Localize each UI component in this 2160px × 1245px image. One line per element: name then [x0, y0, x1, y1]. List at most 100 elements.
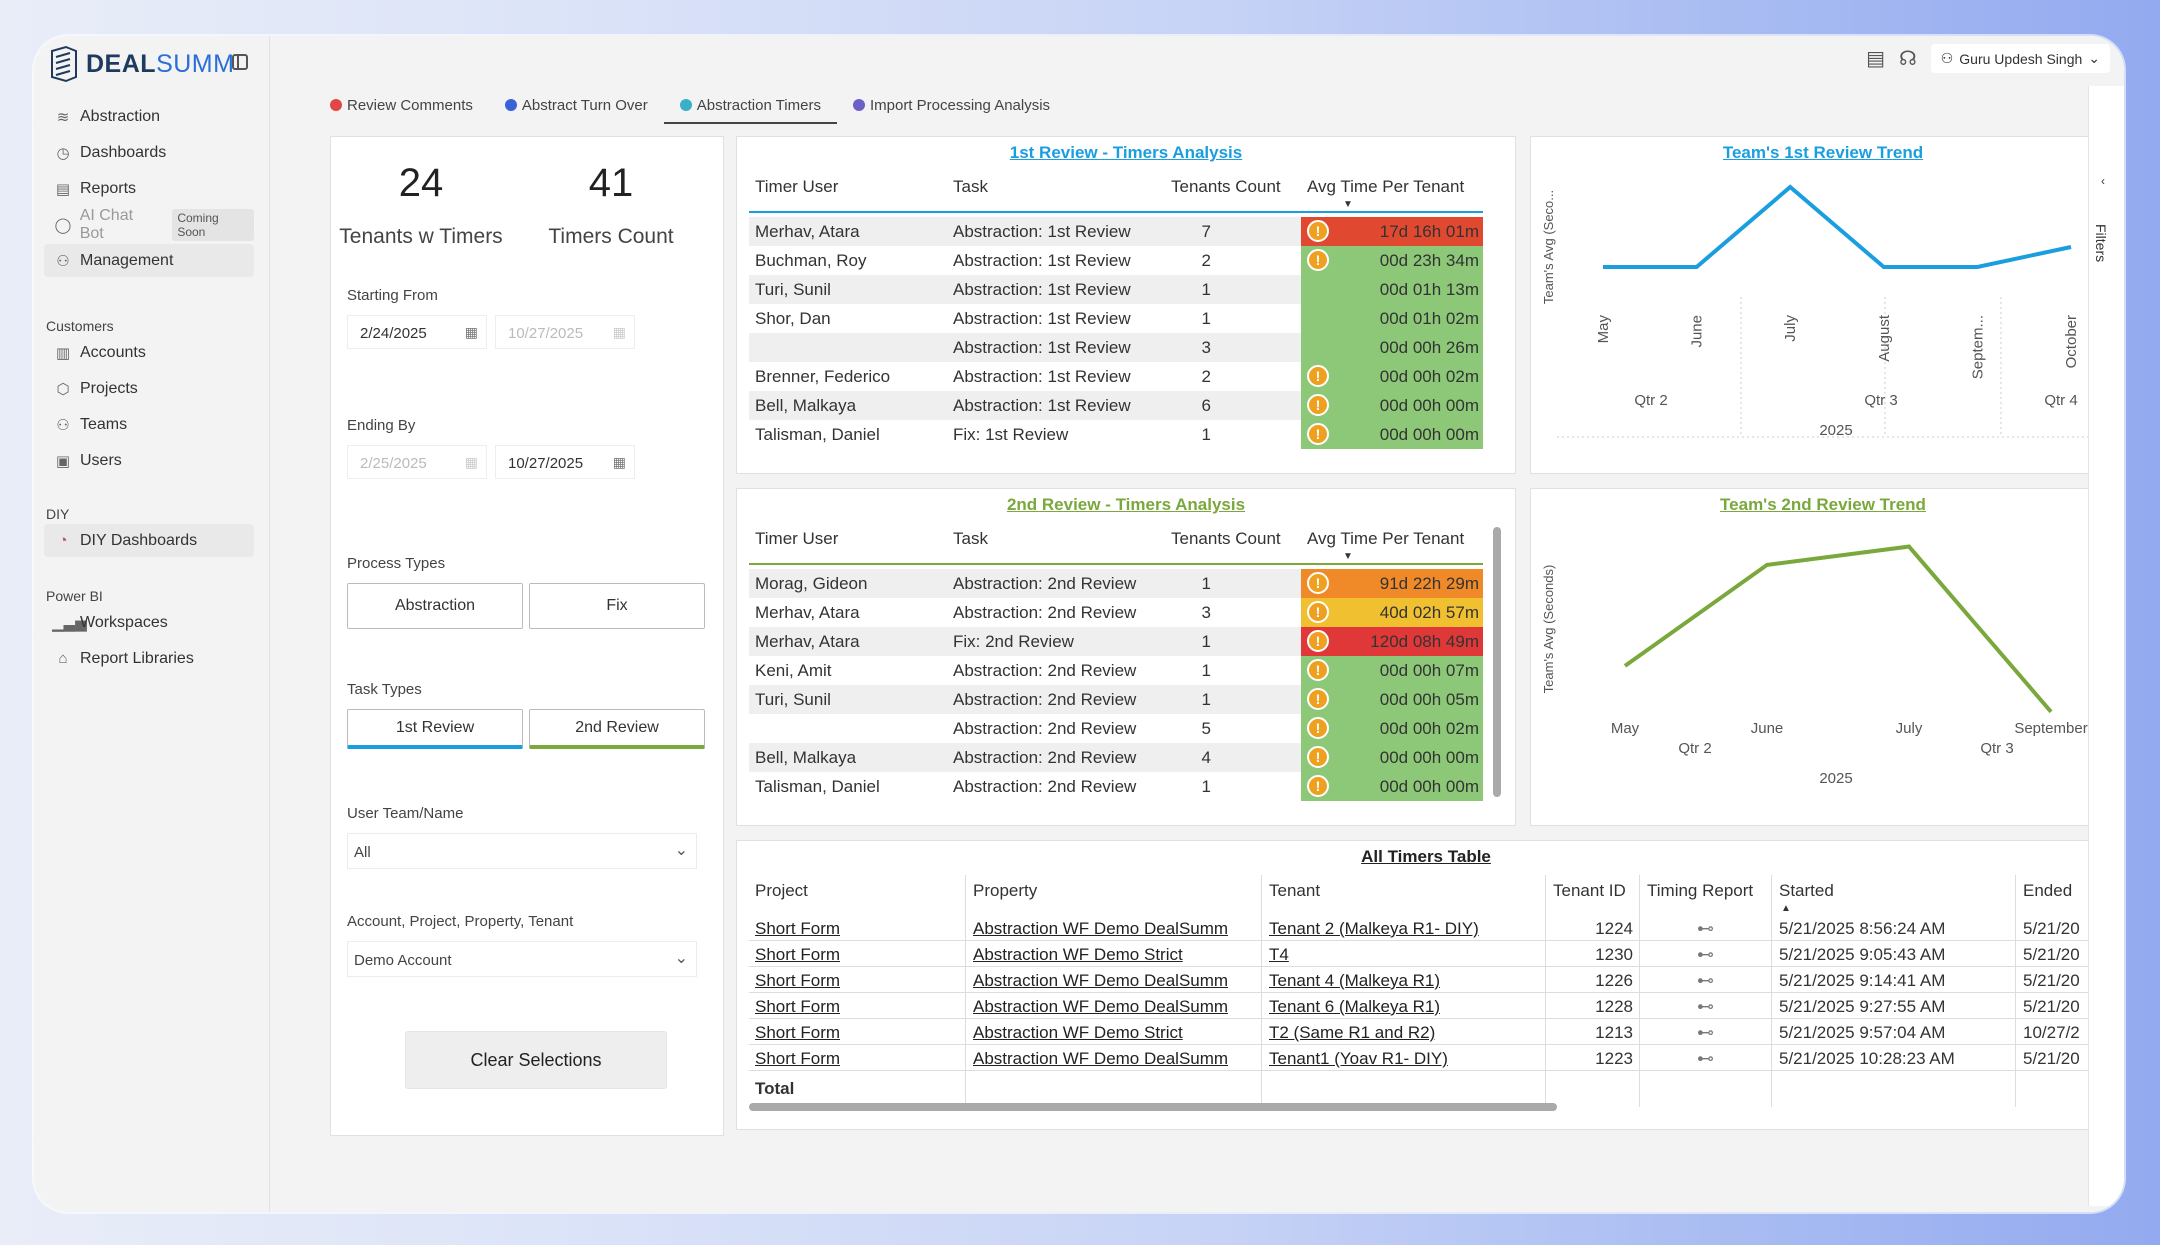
- link-icon[interactable]: ⊷: [1697, 997, 1714, 1016]
- tenant-link[interactable]: T4: [1269, 945, 1289, 964]
- review-row[interactable]: Abstraction: 2nd Review 5 ! 00d 00h 02m: [749, 714, 1483, 743]
- table-row[interactable]: Short Form Abstraction WF Demo DealSumm Te…: [749, 1045, 2109, 1071]
- review-row[interactable]: Abstraction: 1st Review 3 00d 00h 26m: [749, 333, 1483, 362]
- process-abstraction-button[interactable]: Abstraction: [347, 583, 523, 629]
- sidebar-item-abstraction[interactable]: ≋ Abstraction: [44, 100, 254, 133]
- link-icon[interactable]: ⊷: [1697, 1023, 1714, 1042]
- property-link[interactable]: Abstraction WF Demo DealSumm: [973, 971, 1229, 990]
- tenant-link[interactable]: T2 (Same R1 and R2): [1269, 1023, 1436, 1042]
- tab-abstraction-timers[interactable]: Abstraction Timers: [663, 88, 838, 124]
- tenant-link[interactable]: Tenant 6 (Malkeya R1): [1269, 997, 1441, 1016]
- sidebar-toggle-icon[interactable]: [232, 54, 248, 70]
- col-timer-user[interactable]: Timer User: [755, 177, 839, 196]
- review-row[interactable]: Talisman, Daniel Abstraction: 2nd Review 1…: [749, 772, 1483, 801]
- table-row[interactable]: Short Form Abstraction WF Demo Strict T4 12…: [749, 941, 2109, 967]
- review-row[interactable]: Keni, Amit Abstraction: 2nd Review 1 ! 00d 0…: [749, 656, 1483, 685]
- col-started[interactable]: Started: [1779, 881, 1834, 900]
- link-icon[interactable]: ⊷: [1697, 945, 1714, 964]
- second-review-title[interactable]: 2nd Review - Timers Analysis: [1006, 495, 1246, 514]
- tab-review-comments[interactable]: Review Comments: [314, 88, 489, 122]
- review-row[interactable]: Talisman, Daniel Fix: 1st Review 1 ! 00d 00h…: [749, 420, 1483, 449]
- review-row[interactable]: Morag, Gideon Abstraction: 2nd Review 1 ! 91…: [749, 569, 1483, 598]
- end-date-from-input[interactable]: 2/25/2025 ▦: [347, 445, 487, 479]
- clear-selections-button[interactable]: Clear Selections: [405, 1031, 667, 1089]
- col-timing-report[interactable]: Timing Report: [1647, 881, 1754, 900]
- headset-icon[interactable]: ☊: [1898, 48, 1917, 70]
- table-row[interactable]: Short Form Abstraction WF Demo DealSumm Te…: [749, 967, 2109, 993]
- col-avg-time[interactable]: Avg Time Per Tenant: [1307, 177, 1465, 196]
- sidebar-item-accounts[interactable]: ▥ Accounts: [44, 336, 254, 369]
- review-row[interactable]: Shor, Dan Abstraction: 1st Review 1 00d 01h…: [749, 304, 1483, 333]
- sidebar-item-workspaces[interactable]: ▁▃▅ Workspaces: [52, 613, 168, 632]
- col-tenants-count[interactable]: Tenants Count: [1171, 529, 1281, 548]
- property-link[interactable]: Abstraction WF Demo DealSumm: [973, 919, 1229, 938]
- project-link[interactable]: Short Form: [755, 945, 841, 964]
- sidebar-item-diy-dashboards[interactable]: ◔ DIY Dashboards: [44, 524, 254, 557]
- logo[interactable]: DEALSUMM: [46, 44, 234, 84]
- start-date-from-input[interactable]: 2/24/2025 ▦: [347, 315, 487, 349]
- col-task[interactable]: Task: [953, 177, 988, 196]
- col-project[interactable]: Project: [755, 881, 808, 900]
- col-avg-time[interactable]: Avg Time Per Tenant: [1307, 529, 1465, 548]
- tenant-link[interactable]: Tenant1 (Yoav R1- DIY): [1269, 1049, 1448, 1068]
- tab-abstract-turn-over[interactable]: Abstract Turn Over: [489, 88, 664, 122]
- col-tenant-id[interactable]: Tenant ID: [1553, 881, 1626, 900]
- review-row[interactable]: Brenner, Federico Abstraction: 1st Review…: [749, 362, 1483, 391]
- table-row[interactable]: Short Form Abstraction WF Demo DealSumm Te…: [749, 915, 2109, 941]
- review-row[interactable]: Merhav, Atara Abstraction: 2nd Review 3 ! 40…: [749, 598, 1483, 627]
- project-link[interactable]: Short Form: [755, 919, 841, 938]
- start-date-to-input[interactable]: 10/27/2025 ▦: [495, 315, 635, 349]
- review-row[interactable]: Turi, Sunil Abstraction: 2nd Review 1 ! 00d …: [749, 685, 1483, 714]
- table-row[interactable]: Short Form Abstraction WF Demo DealSumm Te…: [749, 993, 2109, 1019]
- vertical-scrollbar[interactable]: [1493, 527, 1501, 797]
- account-select[interactable]: Demo Account ⌄: [347, 941, 697, 977]
- project-link[interactable]: Short Form: [755, 1023, 841, 1042]
- filters-pane-collapsed[interactable]: ‹ Filters: [2088, 86, 2124, 1206]
- sidebar-item-projects[interactable]: ⬡ Projects: [44, 372, 254, 405]
- all-timers-title[interactable]: All Timers Table: [1361, 847, 1491, 866]
- review-row[interactable]: Merhav, Atara Abstraction: 1st Review 7 ! 17…: [749, 217, 1483, 246]
- horizontal-scrollbar[interactable]: [749, 1103, 1557, 1111]
- tab-import-processing-analysis[interactable]: Import Processing Analysis: [837, 88, 1066, 122]
- table-row[interactable]: Short Form Abstraction WF Demo Strict T2 (…: [749, 1019, 2109, 1045]
- user-team-select[interactable]: All ⌄: [347, 833, 697, 869]
- task-2nd-review-button[interactable]: 2nd Review: [529, 709, 705, 749]
- review-row[interactable]: Buchman, Roy Abstraction: 1st Review 2 ! 00d…: [749, 246, 1483, 275]
- property-link[interactable]: Abstraction WF Demo DealSumm: [973, 997, 1229, 1016]
- col-tenants-count[interactable]: Tenants Count: [1171, 177, 1281, 196]
- task-1st-review-button[interactable]: 1st Review: [347, 709, 523, 749]
- review-row[interactable]: Merhav, Atara Fix: 2nd Review 1 ! 120d 08h 4…: [749, 627, 1483, 656]
- col-property[interactable]: Property: [973, 881, 1038, 900]
- project-link[interactable]: Short Form: [755, 971, 841, 990]
- sidebar-item-teams[interactable]: ⚇ Teams: [44, 408, 254, 441]
- col-timer-user[interactable]: Timer User: [755, 529, 839, 548]
- property-link[interactable]: Abstraction WF Demo Strict: [973, 1023, 1183, 1042]
- end-date-to-input[interactable]: 10/27/2025 ▦: [495, 445, 635, 479]
- col-task[interactable]: Task: [953, 529, 988, 548]
- first-trend-title[interactable]: Team's 1st Review Trend: [1722, 143, 1924, 162]
- project-link[interactable]: Short Form: [755, 997, 841, 1016]
- second-trend-title[interactable]: Team's 2nd Review Trend: [1720, 495, 1926, 514]
- sidebar-item-report-libraries[interactable]: ⌂ Report Libraries: [44, 642, 254, 675]
- property-link[interactable]: Abstraction WF Demo DealSumm: [973, 1049, 1229, 1068]
- user-menu[interactable]: ⚇ Guru Updesh Singh ⌄: [1930, 44, 2110, 73]
- sidebar-item-dashboards[interactable]: ◷ Dashboards: [44, 136, 254, 169]
- link-icon[interactable]: ⊷: [1697, 919, 1714, 938]
- review-row[interactable]: Turi, Sunil Abstraction: 1st Review 1 00d 0…: [749, 275, 1483, 304]
- link-icon[interactable]: ⊷: [1697, 1049, 1714, 1068]
- project-link[interactable]: Short Form: [755, 1049, 841, 1068]
- notes-icon[interactable]: ▤: [1866, 48, 1885, 70]
- sidebar-item-users[interactable]: ▣ Users: [44, 444, 254, 477]
- col-tenant[interactable]: Tenant: [1269, 881, 1321, 900]
- sidebar-item-ai-chat-bot[interactable]: ◯ AI Chat Bot Coming Soon: [44, 207, 254, 242]
- sidebar-item-reports[interactable]: ▤ Reports: [44, 172, 254, 205]
- link-icon[interactable]: ⊷: [1697, 971, 1714, 990]
- col-ended[interactable]: Ended: [2023, 881, 2073, 900]
- first-review-title[interactable]: 1st Review - Timers Analysis: [1009, 143, 1243, 162]
- process-fix-button[interactable]: Fix: [529, 583, 705, 629]
- review-row[interactable]: Bell, Malkaya Abstraction: 2nd Review 4 ! 00…: [749, 743, 1483, 772]
- property-link[interactable]: Abstraction WF Demo Strict: [973, 945, 1183, 964]
- tenant-link[interactable]: Tenant 2 (Malkeya R1- DIY): [1269, 919, 1479, 938]
- sidebar-item-management[interactable]: ⚇ Management: [44, 244, 254, 277]
- tenant-link[interactable]: Tenant 4 (Malkeya R1): [1269, 971, 1441, 990]
